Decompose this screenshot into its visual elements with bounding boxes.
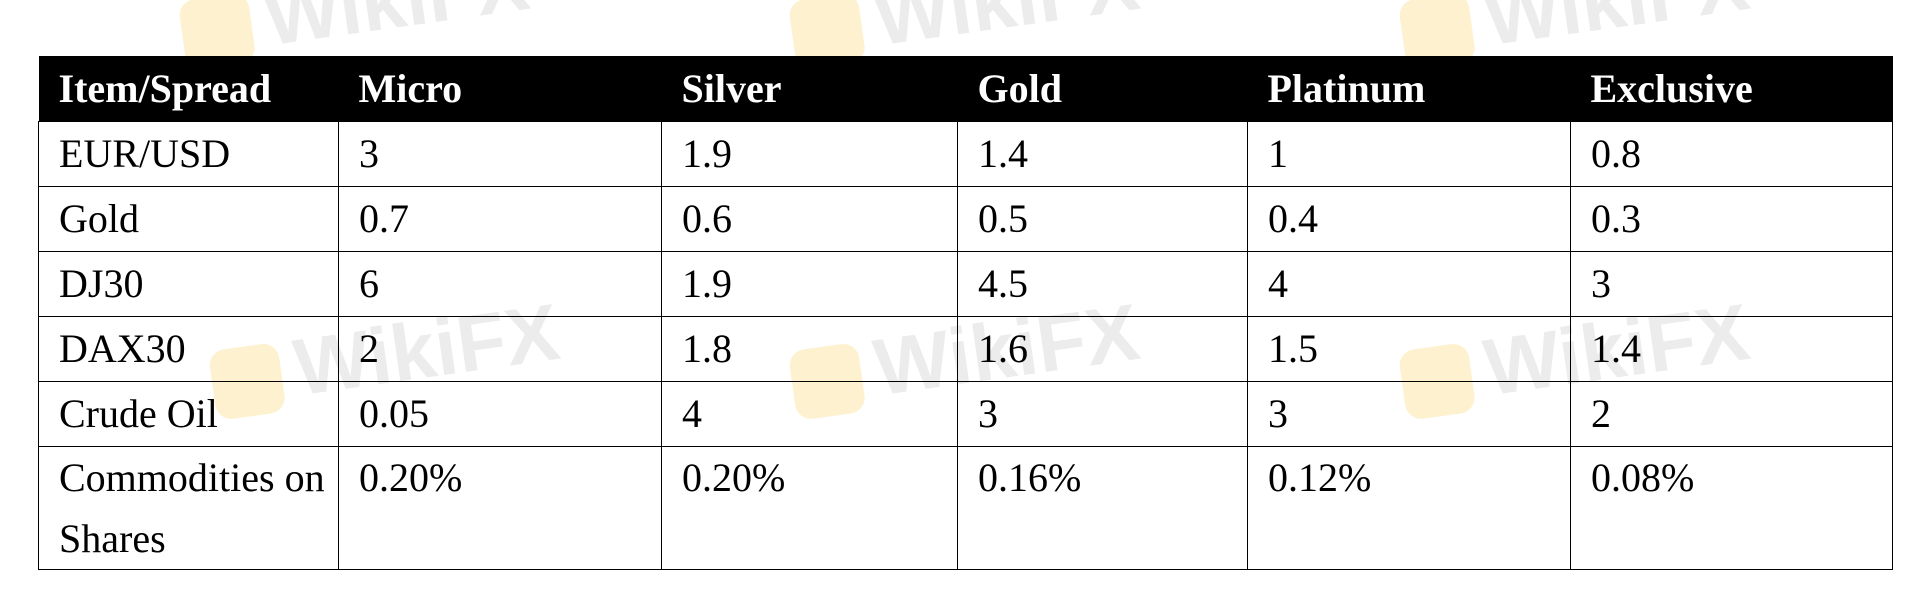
- spread-table: Item/Spread Micro Silver Gold Platinum Exclus…: [38, 56, 1893, 570]
- table-cell: 1.9: [661, 121, 958, 187]
- table-cell: 1.8: [661, 316, 958, 382]
- row-label: EUR/USD: [38, 121, 339, 187]
- table-cell: 1.4: [957, 121, 1248, 187]
- table-cell: 0.7: [338, 186, 662, 252]
- table-cell: 2: [1570, 381, 1893, 447]
- column-header: Exclusive: [1570, 56, 1893, 122]
- table-cell: 0.20%: [661, 446, 958, 570]
- row-label: Commodities on Shares: [38, 446, 339, 570]
- table-cell: 3: [1570, 251, 1893, 317]
- header-row: Item/Spread Micro Silver Gold Platinum Exclus…: [38, 56, 1893, 122]
- table-row: Crude Oil 0.05 4 3 3 2: [38, 381, 1893, 447]
- table-row: Gold 0.7 0.6 0.5 0.4 0.3: [38, 186, 1893, 252]
- table-cell: 3: [1247, 381, 1571, 447]
- table-cell: 0.3: [1570, 186, 1893, 252]
- table-cell: 0.05: [338, 381, 662, 447]
- row-label: Crude Oil: [38, 381, 339, 447]
- row-label: DAX30: [38, 316, 339, 382]
- row-label: Gold: [38, 186, 339, 252]
- table-cell: 0.16%: [957, 446, 1248, 570]
- table-cell: 0.4: [1247, 186, 1571, 252]
- table-cell: 1.6: [957, 316, 1248, 382]
- table-row: EUR/USD 3 1.9 1.4 1 0.8: [38, 121, 1893, 187]
- table-cell: 2: [338, 316, 662, 382]
- table-cell: 0.20%: [338, 446, 662, 570]
- table-cell: 1: [1247, 121, 1571, 187]
- table-cell: 3: [338, 121, 662, 187]
- column-header: Item/Spread: [38, 56, 339, 122]
- table-row: DAX30 2 1.8 1.6 1.5 1.4: [38, 316, 1893, 382]
- column-header: Gold: [957, 56, 1248, 122]
- table-cell: 4.5: [957, 251, 1248, 317]
- table-cell: 3: [957, 381, 1248, 447]
- table-cell: 6: [338, 251, 662, 317]
- table-cell: 1.4: [1570, 316, 1893, 382]
- table-cell: 0.12%: [1247, 446, 1571, 570]
- table-cell: 0.08%: [1570, 446, 1893, 570]
- row-label: DJ30: [38, 251, 339, 317]
- table-cell: 1.5: [1247, 316, 1571, 382]
- table-row: DJ30 6 1.9 4.5 4 3: [38, 251, 1893, 317]
- table-cell: 0.6: [661, 186, 958, 252]
- table-cell: 0.5: [957, 186, 1248, 252]
- column-header: Silver: [661, 56, 958, 122]
- table-row: Commodities on Shares 0.20% 0.20% 0.16% 0.12…: [38, 446, 1893, 570]
- table-cell: 4: [1247, 251, 1571, 317]
- table-cell: 0.8: [1570, 121, 1893, 187]
- table-cell: 4: [661, 381, 958, 447]
- table-cell: 1.9: [661, 251, 958, 317]
- column-header: Platinum: [1247, 56, 1571, 122]
- column-header: Micro: [338, 56, 662, 122]
